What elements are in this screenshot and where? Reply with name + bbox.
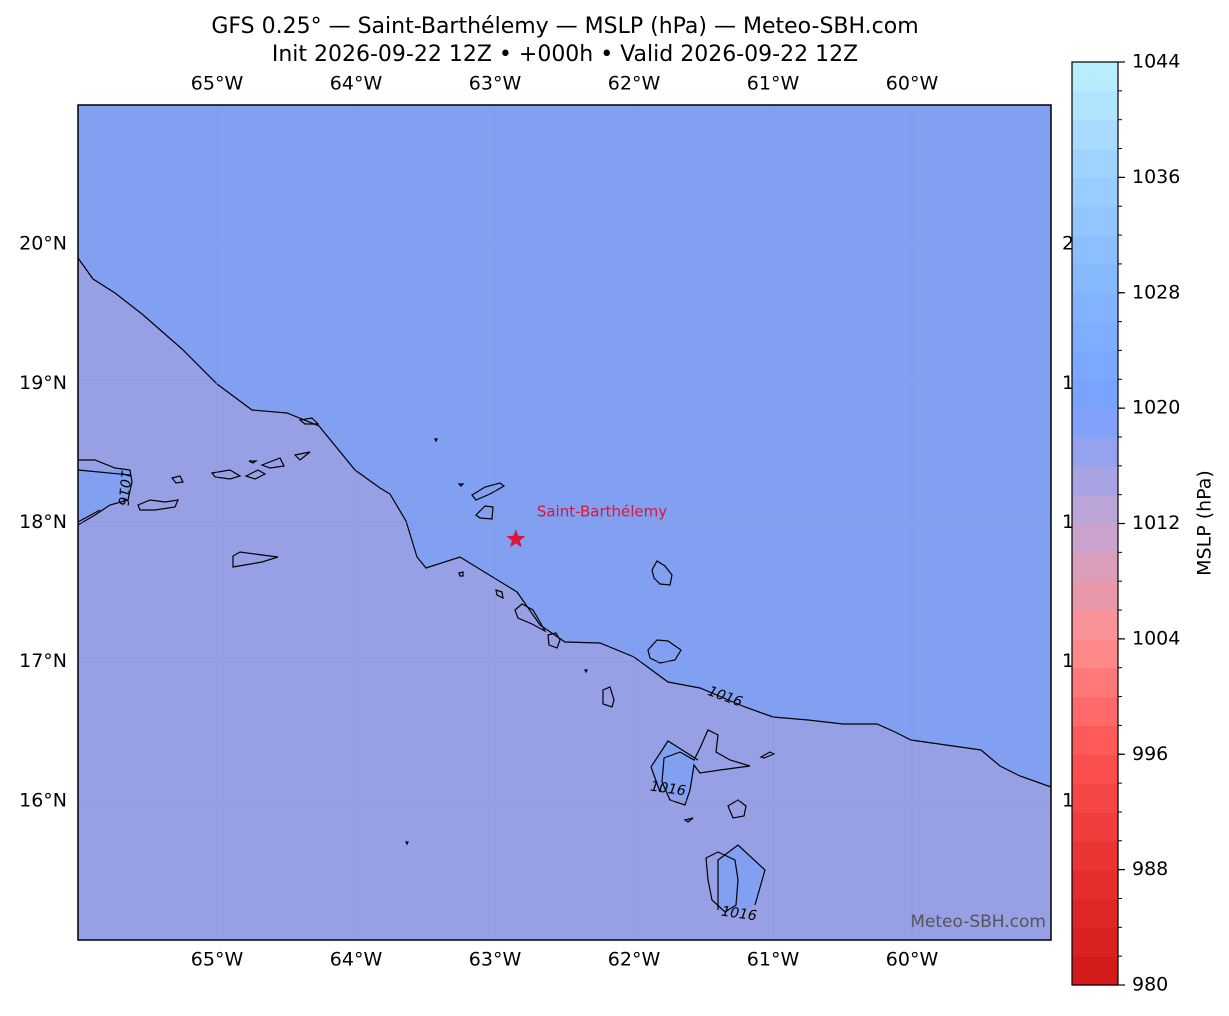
y-tick-label: 16°N [19, 789, 67, 811]
x-tick-label: 63°W [469, 73, 522, 95]
location-marker [506, 529, 526, 548]
colorbar-tick-label: 1012 [1132, 512, 1180, 534]
colorbar-band [1072, 292, 1118, 323]
contour-line [77, 257, 1052, 788]
colorbar-band [1072, 350, 1118, 380]
colorbar-band [1072, 90, 1118, 121]
colorbar-band [1072, 869, 1118, 900]
x-tick-label: 64°W [330, 949, 383, 971]
colorbar-band [1072, 379, 1118, 409]
map: 1016 1016 1016 1016 Meteo-SBH.com [77, 104, 1052, 941]
colorbar-band [1072, 667, 1118, 698]
chart-title: GFS 0.25° — Saint-Barthélemy — MSLP (hPa… [211, 14, 918, 39]
colorbar-tick-label: 980 [1132, 974, 1168, 996]
colorbar-band [1072, 840, 1118, 871]
chart-subtitle: Init 2026-09-22 12Z • +000h • Valid 2026… [272, 42, 858, 67]
colorbar-tick-label: 1036 [1132, 166, 1180, 188]
contour-label: 1016 [720, 904, 758, 925]
colorbar-band [1072, 927, 1118, 957]
map-frame [77, 104, 1052, 941]
colorbar-band [1072, 494, 1118, 525]
contour-label: 1016 [114, 470, 133, 507]
x-tick-label: 64°W [330, 73, 383, 95]
x-tick-label: 60°W [886, 73, 939, 95]
colorbar-band [1072, 206, 1118, 236]
x-tick-label: 61°W [747, 73, 800, 95]
location-label: Saint-Barthélemy [537, 503, 667, 521]
colorbar-band [1072, 638, 1118, 669]
colorbar-band [1072, 725, 1118, 755]
low-pressure-field [78, 258, 1051, 940]
colorbar-tick-label: 1020 [1132, 397, 1180, 419]
colorbar-band [1072, 552, 1118, 582]
colorbar-label: MSLP (hPa) [1194, 470, 1216, 576]
colorbar-band [1072, 148, 1118, 178]
contour-line [77, 469, 766, 910]
colorbar-band [1072, 465, 1118, 496]
colorbar-band [1072, 696, 1118, 727]
x-tick-label: 61°W [747, 949, 800, 971]
coastlines [77, 417, 776, 913]
y-tick-label: 18°N [19, 511, 67, 533]
colorbar-band [1072, 811, 1118, 842]
colorbar-band [1072, 523, 1118, 553]
colorbar-tick-label: 1044 [1132, 51, 1180, 73]
colorbar-band [1072, 783, 1118, 813]
colorbar-band [1072, 263, 1118, 294]
colorbar-tick-label: 996 [1132, 743, 1168, 765]
contour-label: 1016 [649, 779, 687, 800]
colorbar-band [1072, 754, 1118, 784]
colorbar-band [1072, 62, 1118, 92]
y-tick-label: 20°N [19, 233, 67, 255]
x-tick-label: 65°W [191, 949, 244, 971]
y-tick-label: 19°N [19, 372, 67, 394]
watermark: Meteo-SBH.com [910, 912, 1046, 932]
colorbar-band [1072, 436, 1118, 467]
x-tick-label: 60°W [886, 949, 939, 971]
high-pocket [78, 470, 130, 522]
colorbar-band [1072, 235, 1118, 265]
colorbar-band [1072, 581, 1118, 611]
colorbar-band [1072, 177, 1118, 207]
y-tick-label: 17°N [19, 650, 67, 672]
colorbar-band [1072, 610, 1118, 640]
x-tick-label: 63°W [469, 949, 522, 971]
colorbar-band [1072, 321, 1118, 352]
colorbar-band [1072, 898, 1118, 928]
colorbar-band [1072, 119, 1118, 150]
colorbar-tick-label: 1028 [1132, 281, 1180, 303]
colorbar-tick-label: 988 [1132, 858, 1168, 880]
x-tick-label: 62°W [608, 949, 661, 971]
x-tick-label: 65°W [191, 73, 244, 95]
high-pocket [718, 845, 765, 915]
colorbar-tick-label: 1004 [1132, 627, 1180, 649]
colorbar-band [1072, 408, 1118, 438]
colorbar-band [1072, 956, 1118, 986]
x-tick-label: 62°W [608, 73, 661, 95]
